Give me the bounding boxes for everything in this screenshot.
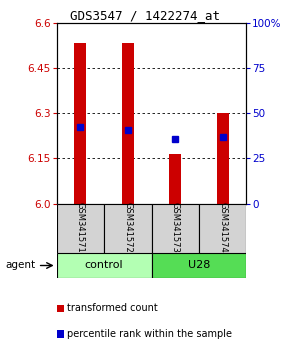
Text: GSM341574: GSM341574 (218, 202, 227, 253)
Text: GSM341572: GSM341572 (123, 202, 132, 253)
Bar (57, 204, 104, 253)
Bar (151, 253, 246, 278)
Text: GDS3547 / 1422274_at: GDS3547 / 1422274_at (70, 9, 220, 22)
Bar (74, 42, 86, 204)
Text: transformed count: transformed count (67, 303, 158, 313)
Text: GSM341571: GSM341571 (76, 202, 85, 253)
Text: agent: agent (6, 261, 36, 270)
Text: U28: U28 (188, 261, 210, 270)
Bar (217, 113, 229, 204)
Bar (57, 253, 151, 278)
Text: GSM341573: GSM341573 (171, 202, 180, 253)
Bar (199, 204, 246, 253)
Text: control: control (85, 261, 123, 270)
Bar (151, 204, 199, 253)
Text: percentile rank within the sample: percentile rank within the sample (67, 329, 232, 339)
Bar (169, 154, 181, 204)
Bar (122, 42, 134, 204)
Bar (104, 204, 151, 253)
